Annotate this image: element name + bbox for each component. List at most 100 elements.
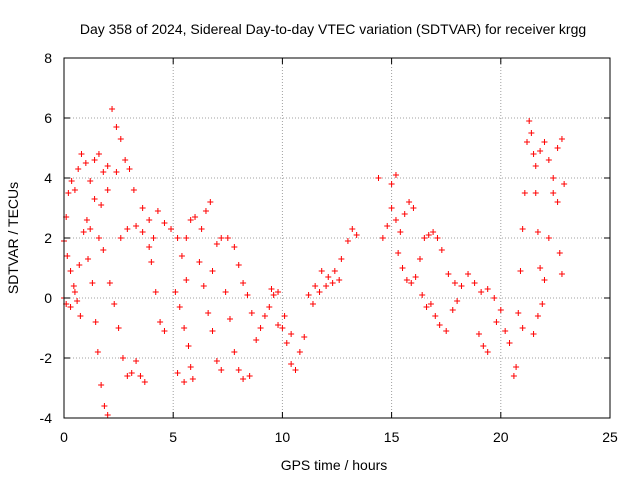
data-point [146, 244, 153, 250]
data-point [388, 181, 395, 187]
data-point [152, 289, 159, 295]
data-point [111, 301, 118, 307]
data-point [519, 325, 526, 331]
data-point [554, 199, 561, 205]
data-point [124, 373, 131, 379]
data-point [270, 292, 277, 298]
data-point [541, 277, 548, 283]
y-axis-ticks: -4 -2 0 2 4 6 8 [40, 50, 610, 426]
data-point [218, 235, 225, 241]
data-point [71, 187, 78, 193]
data-point [454, 298, 461, 304]
data-point [331, 268, 338, 274]
y-tick-label: 4 [44, 170, 52, 186]
data-point [301, 334, 308, 340]
data-point [174, 235, 181, 241]
data-point [87, 226, 94, 232]
chart-title: Day 358 of 2024, Sidereal Day-to-day VTE… [80, 21, 586, 37]
data-point [104, 187, 111, 193]
data-point [510, 373, 517, 379]
y-tick-label: 8 [44, 50, 52, 66]
data-point [458, 283, 465, 289]
data-point [222, 289, 229, 295]
data-point [74, 298, 81, 304]
data-point [449, 307, 456, 313]
data-point [296, 349, 303, 355]
data-point [344, 238, 351, 244]
data-point [178, 253, 185, 259]
data-point [281, 313, 288, 319]
data-point [187, 364, 194, 370]
data-point [109, 106, 116, 112]
data-point [65, 190, 72, 196]
data-point [235, 262, 242, 268]
data-point [202, 208, 209, 214]
data-point [117, 136, 124, 142]
data-point [126, 166, 133, 172]
data-point [558, 271, 565, 277]
data-point [213, 358, 220, 364]
data-point [558, 136, 565, 142]
data-point [392, 217, 399, 223]
data-point [408, 280, 415, 286]
data-point [309, 301, 316, 307]
y-axis-label: SDTVAR / TECUs [5, 182, 21, 294]
data-point [379, 235, 386, 241]
data-point [95, 235, 102, 241]
data-point [412, 274, 419, 280]
x-tick-label: 25 [602, 429, 618, 445]
data-point [85, 256, 92, 262]
data-point [200, 283, 207, 289]
data-point [94, 349, 101, 355]
data-point [506, 340, 513, 346]
data-point [77, 313, 84, 319]
data-point [119, 355, 126, 361]
data-point [275, 289, 282, 295]
data-point [106, 280, 113, 286]
data-point [181, 325, 188, 331]
data-point [196, 259, 203, 265]
data-point [312, 283, 319, 289]
data-point [82, 160, 89, 166]
data-point [471, 280, 478, 286]
data-point [209, 268, 216, 274]
data-point [545, 235, 552, 241]
data-point [231, 244, 238, 250]
data-point [87, 178, 94, 184]
data-point [556, 250, 563, 256]
data-point [288, 331, 295, 337]
y-tick-label: -4 [40, 410, 53, 426]
data-point [513, 364, 520, 370]
data-point [323, 283, 330, 289]
data-point [478, 289, 485, 295]
data-point [419, 292, 426, 298]
data-point [395, 250, 402, 256]
data-point [226, 316, 233, 322]
data-point [316, 289, 323, 295]
data-point [515, 310, 522, 316]
data-point [561, 181, 568, 187]
data-point [430, 229, 437, 235]
data-point [353, 232, 360, 238]
data-point [130, 187, 137, 193]
data-point [257, 325, 264, 331]
data-point [375, 175, 382, 181]
data-point [104, 412, 111, 418]
data-point [172, 289, 179, 295]
data-point [465, 271, 472, 277]
data-point [67, 304, 74, 310]
data-point [91, 157, 98, 163]
data-point [133, 223, 140, 229]
data-point [445, 271, 452, 277]
data-point [91, 196, 98, 202]
data-point [161, 328, 168, 334]
data-point [183, 277, 190, 283]
data-point [240, 280, 247, 286]
data-point [443, 328, 450, 334]
data-point [224, 235, 231, 241]
data-point [248, 310, 255, 316]
data-point [89, 280, 96, 286]
data-point [101, 403, 108, 409]
data-point [292, 367, 299, 373]
data-point [189, 376, 196, 382]
